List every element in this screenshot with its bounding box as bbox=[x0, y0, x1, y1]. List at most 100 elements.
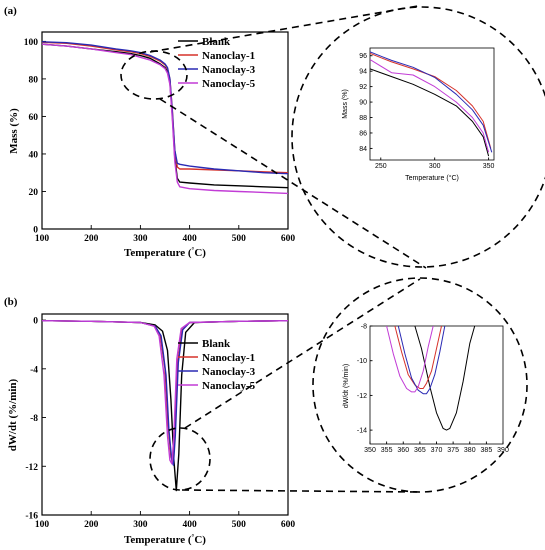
panel-a-x-ticks: 100 200 300 400 500 600 bbox=[35, 225, 296, 244]
panel-b-y-axis-label: dW/dt (%/min) bbox=[7, 378, 19, 451]
panel-a-series-lines bbox=[42, 41, 288, 195]
y-tick-label: 80 bbox=[29, 75, 39, 85]
legend-label: Blank bbox=[202, 338, 231, 350]
y-tick-label: -12 bbox=[357, 393, 367, 400]
panel-b-label: (b) bbox=[4, 296, 18, 308]
x-tick-label: 350 bbox=[483, 163, 495, 170]
x-tick-label: 385 bbox=[481, 447, 493, 454]
panel-a-inset-x-axis-label: Temperature (°C) bbox=[405, 174, 459, 182]
series-line-nanoclay-1 bbox=[370, 52, 492, 149]
y-tick-label: 92 bbox=[359, 84, 367, 91]
y-tick-label: -14 bbox=[357, 428, 367, 435]
x-tick-label: 600 bbox=[281, 234, 296, 244]
y-tick-label: 84 bbox=[359, 146, 367, 153]
y-tick-label: 88 bbox=[359, 115, 367, 122]
x-tick-label: 200 bbox=[84, 234, 99, 244]
x-tick-label: 500 bbox=[232, 520, 247, 530]
panel-b-dtg-chart: (b) 100 200 300 400 500 600 0 -4 -8 -12 -16 Tempe… bbox=[4, 296, 295, 546]
y-tick-label: -16 bbox=[25, 512, 38, 522]
panel-b-inset-frame bbox=[369, 325, 504, 445]
panel-a-plot-frame bbox=[41, 31, 289, 230]
panel-a-zoom-line-bottom bbox=[159, 98, 427, 269]
panel-a-inset-y-ticks: 84 86 88 90 92 94 96 bbox=[359, 53, 373, 153]
panel-b-legend: Blank Nanoclay-1 Nanoclay-3 Nanoclay-5 bbox=[178, 338, 256, 392]
legend-label: Nanoclay-5 bbox=[202, 78, 256, 90]
panel-a-zoom-line-top bbox=[149, 5, 419, 53]
legend-label: Blank bbox=[202, 36, 231, 48]
series-line-nanoclay-5 bbox=[370, 59, 490, 153]
series-line-nanoclay-3 bbox=[370, 51, 493, 153]
y-tick-label: 86 bbox=[359, 130, 367, 137]
panel-a-legend: Blank Nanoclay-1 Nanoclay-3 Nanoclay-5 bbox=[178, 36, 256, 90]
x-tick-label: 250 bbox=[375, 163, 387, 170]
y-tick-label: -4 bbox=[30, 365, 38, 375]
panel-a-zoom-callout bbox=[120, 5, 545, 269]
y-tick-label: -12 bbox=[25, 463, 38, 473]
series-line-nanoclay-3 bbox=[397, 326, 446, 395]
legend-label: Nanoclay-1 bbox=[202, 352, 255, 364]
y-tick-label: 40 bbox=[29, 150, 39, 160]
panel-b-x-ticks: 100 200 300 400 500 600 bbox=[35, 511, 296, 530]
panel-a-inset-chart: 250 300 350 84 86 88 90 92 94 96 Temperature (°C… bbox=[342, 47, 495, 182]
series-line-nanoclay-5 bbox=[42, 43, 288, 195]
x-tick-label: 300 bbox=[133, 520, 148, 530]
x-tick-label: 400 bbox=[182, 234, 197, 244]
y-tick-label: -8 bbox=[30, 414, 38, 424]
y-tick-label: 60 bbox=[29, 113, 39, 123]
series-line-blank bbox=[370, 68, 490, 157]
x-tick-label: 350 bbox=[364, 447, 376, 454]
panel-b-zoom-ellipse bbox=[149, 427, 211, 491]
legend-label: Nanoclay-1 bbox=[202, 50, 255, 62]
panel-a-y-axis-label: Mass (%) bbox=[8, 108, 20, 154]
panel-a-zoom-circle bbox=[291, 6, 545, 268]
panel-b-zoom-callout bbox=[149, 277, 528, 493]
panel-b-y-ticks: 0 -4 -8 -12 -16 bbox=[25, 317, 46, 522]
series-line-blank bbox=[42, 320, 288, 492]
legend-label: Nanoclay-3 bbox=[202, 366, 256, 378]
y-tick-label: -8 bbox=[361, 324, 367, 331]
panel-a-inset-x-ticks: 250 300 350 bbox=[375, 157, 495, 170]
panel-a-label: (a) bbox=[4, 5, 17, 17]
panel-b-zoom-circle bbox=[312, 277, 528, 493]
x-tick-label: 365 bbox=[414, 447, 426, 454]
legend-label: Nanoclay-5 bbox=[202, 380, 256, 392]
x-tick-label: 100 bbox=[35, 234, 50, 244]
series-line-nanoclay-3 bbox=[42, 41, 288, 175]
x-tick-label: 390 bbox=[497, 447, 509, 454]
y-tick-label: 0 bbox=[33, 226, 38, 236]
legend-label: Nanoclay-3 bbox=[202, 64, 256, 76]
x-tick-label: 400 bbox=[182, 520, 197, 530]
panel-a-inset-frame bbox=[369, 47, 495, 161]
x-tick-label: 200 bbox=[84, 520, 99, 530]
panel-b-plot-frame bbox=[41, 313, 289, 516]
y-tick-label: 96 bbox=[359, 53, 367, 60]
x-tick-label: 600 bbox=[281, 520, 296, 530]
x-tick-label: 370 bbox=[431, 447, 443, 454]
panel-b-inset-x-ticks: 350 355 360 365 370 375 380 385 390 bbox=[364, 441, 509, 454]
y-tick-label: -10 bbox=[357, 358, 367, 365]
panel-b-zoom-line-top bbox=[184, 278, 421, 429]
x-tick-label: 375 bbox=[447, 447, 459, 454]
y-tick-label: 100 bbox=[24, 38, 39, 48]
x-tick-label: 300 bbox=[429, 163, 441, 170]
panel-b-zoom-line-bottom bbox=[181, 489, 421, 493]
panel-b-inset-y-ticks: -14 -12 -10 -8 bbox=[357, 324, 373, 435]
panel-b-inset-y-axis-label: dW/dt (%/min) bbox=[343, 364, 350, 408]
y-tick-label: 94 bbox=[359, 69, 367, 76]
panel-b-x-axis-label: Temperature (°C) bbox=[124, 533, 206, 546]
x-tick-label: 100 bbox=[35, 520, 50, 530]
x-tick-label: 355 bbox=[381, 447, 393, 454]
panel-b-series-lines bbox=[42, 320, 288, 492]
y-tick-label: 0 bbox=[33, 317, 38, 327]
y-tick-label: 20 bbox=[29, 188, 39, 198]
panel-b-inset-series-lines bbox=[386, 326, 476, 431]
x-tick-label: 500 bbox=[232, 234, 247, 244]
series-line-blank bbox=[414, 326, 476, 431]
y-tick-label: 90 bbox=[359, 100, 367, 107]
series-line-nanoclay-5 bbox=[42, 320, 288, 465]
panel-a-inset-series-lines bbox=[370, 51, 493, 157]
panel-b-inset-chart: 350 355 360 365 370 375 380 385 390 -14-12-10-8 … bbox=[343, 324, 509, 455]
series-line-nanoclay-1 bbox=[394, 326, 442, 389]
panel-a-x-axis-label: Temperature (°C) bbox=[124, 246, 206, 259]
